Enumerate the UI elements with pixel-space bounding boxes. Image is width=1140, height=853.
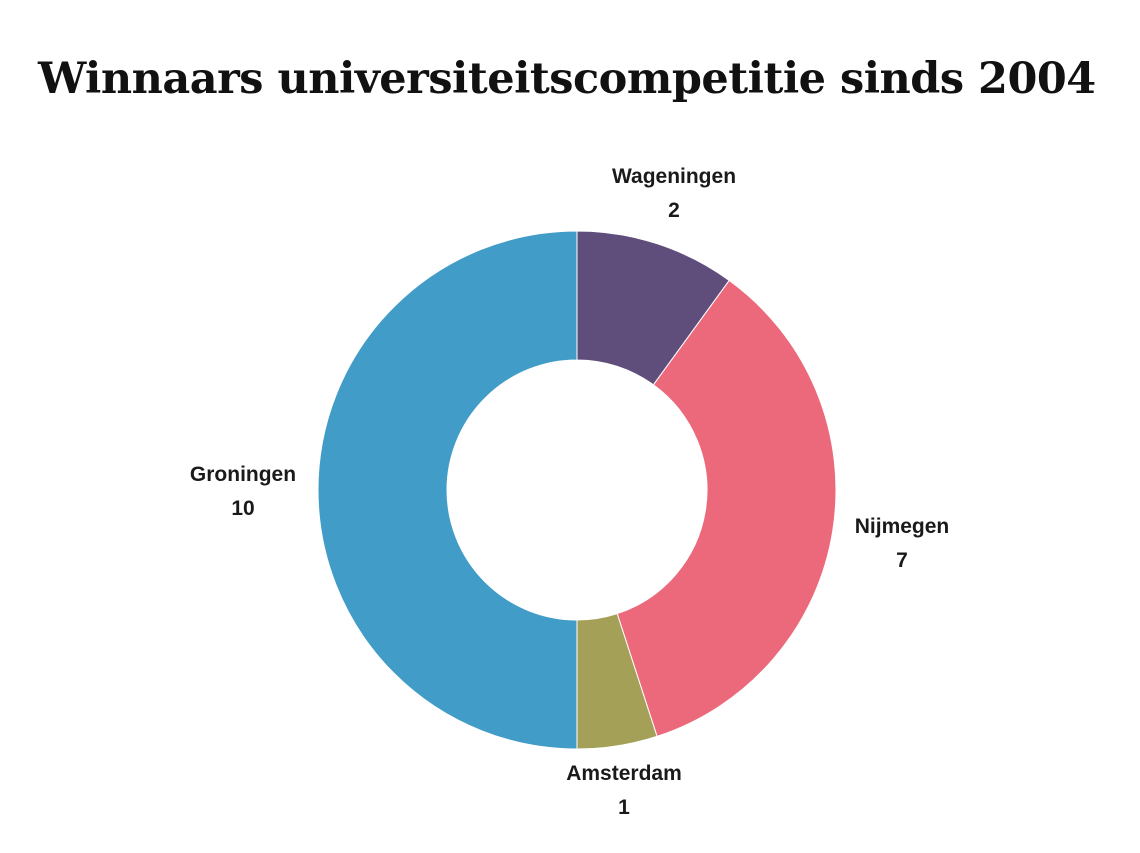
slice-value-amsterdam: 1 [618,796,630,819]
slice-groningen [317,230,578,750]
slice-value-nijmegen: 7 [896,549,908,572]
slice-labels: Wageningen 2 Nijmegen 7 Amsterdam 1 Groningen 1… [190,165,949,819]
slice-label-amsterdam: Amsterdam [566,762,682,785]
slice-value-wageningen: 2 [668,199,680,222]
slice-label-groningen: Groningen [190,463,296,486]
chart-title: Winnaars universiteitscompetitie sinds 2… [38,54,1096,104]
slice-label-nijmegen: Nijmegen [855,515,950,538]
donut-slices [317,230,837,750]
slice-value-groningen: 10 [231,497,254,520]
slice-nijmegen [616,279,837,737]
slice-label-wageningen: Wageningen [612,165,736,188]
